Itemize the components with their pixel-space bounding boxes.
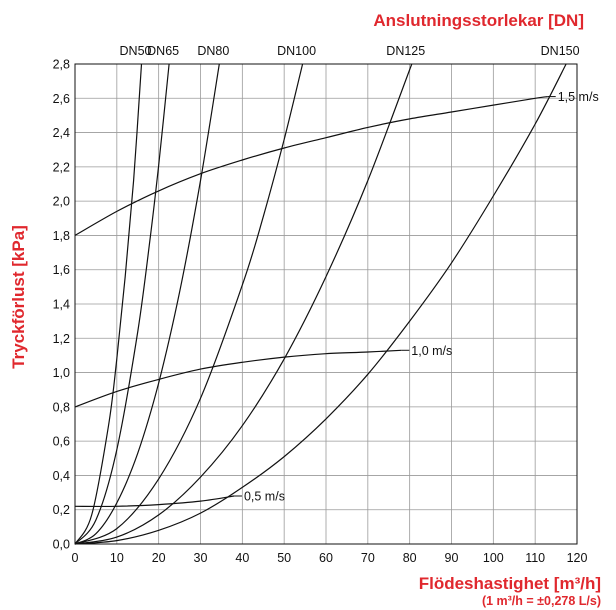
curve-dn65 xyxy=(74,63,170,545)
x-tick-label: 30 xyxy=(194,551,208,565)
dn-label: DN100 xyxy=(277,44,316,58)
y-tick-label: 0,4 xyxy=(53,469,70,483)
y-tick-label: 2,6 xyxy=(53,92,70,106)
y-tick-label: 0,8 xyxy=(53,400,70,414)
x-tick-label: 90 xyxy=(445,551,459,565)
y-tick-label: 0,6 xyxy=(53,435,70,449)
dn-label: DN80 xyxy=(197,44,229,58)
x-tick-label: 60 xyxy=(319,551,333,565)
y-tick-label: 0,0 xyxy=(53,538,70,552)
x-tick-label: 40 xyxy=(235,551,249,565)
dn-label: DN50 xyxy=(120,44,152,58)
curves xyxy=(74,63,567,545)
curve-dn100 xyxy=(74,63,304,545)
curve-dn125 xyxy=(74,63,413,545)
curve-1-5-m-s xyxy=(74,96,548,236)
x-tick-label: 100 xyxy=(483,551,504,565)
dn-label: DN65 xyxy=(147,44,179,58)
x-tick-label: 10 xyxy=(110,551,124,565)
dn-label: DN125 xyxy=(386,44,425,58)
chart-title: Anslutningsstorlekar [DN] xyxy=(373,11,584,30)
x-axis-label: Flödeshastighet [m³/h] xyxy=(419,574,601,593)
y-tick-label: 1,2 xyxy=(53,332,70,346)
x-tick-label: 0 xyxy=(72,551,79,565)
grid xyxy=(74,63,578,545)
y-tick-label: 2,4 xyxy=(53,126,70,140)
curve-1-0-m-s xyxy=(74,349,402,408)
curve-dn80 xyxy=(74,63,220,545)
y-tick-label: 2,8 xyxy=(53,58,70,72)
y-axis-label: Tryckförlust [kPa] xyxy=(9,225,28,369)
curve-dn50 xyxy=(74,63,143,545)
dn-label: DN150 xyxy=(541,44,580,58)
y-tick-label: 1,8 xyxy=(53,229,70,243)
x-tick-labels: 0 10 20 30 40 50 60 70 80 90 100 110 120 xyxy=(72,551,588,565)
curve-0-5-m-s xyxy=(74,495,235,508)
x-tick-label: 110 xyxy=(525,551,545,565)
y-tick-label: 2,0 xyxy=(53,195,70,209)
x-tick-label: 20 xyxy=(152,551,166,565)
x-tick-label: 80 xyxy=(403,551,417,565)
x-axis-conversion-note: (1 m³/h = ±0,278 L/s) xyxy=(482,594,601,608)
y-tick-label: 2,2 xyxy=(53,160,70,174)
x-tick-label: 70 xyxy=(361,551,375,565)
curve-dn150 xyxy=(74,63,567,545)
y-tick-label: 1,4 xyxy=(53,298,70,312)
velocity-label: 1,0 m/s xyxy=(411,344,452,358)
y-tick-label: 0,2 xyxy=(53,503,70,517)
y-tick-labels: 0,0 0,2 0,4 0,6 0,8 1,0 1,2 1,4 1,6 1,8 2,0 2,2 2,4 2… xyxy=(53,58,70,552)
velocity-label: 0,5 m/s xyxy=(244,490,285,504)
x-tick-label: 50 xyxy=(277,551,291,565)
y-tick-label: 1,0 xyxy=(53,366,70,380)
x-tick-label: 120 xyxy=(567,551,588,565)
velocity-label: 1,5 m/s xyxy=(558,90,599,104)
y-tick-label: 1,6 xyxy=(53,263,70,277)
plot-frame xyxy=(74,63,578,545)
